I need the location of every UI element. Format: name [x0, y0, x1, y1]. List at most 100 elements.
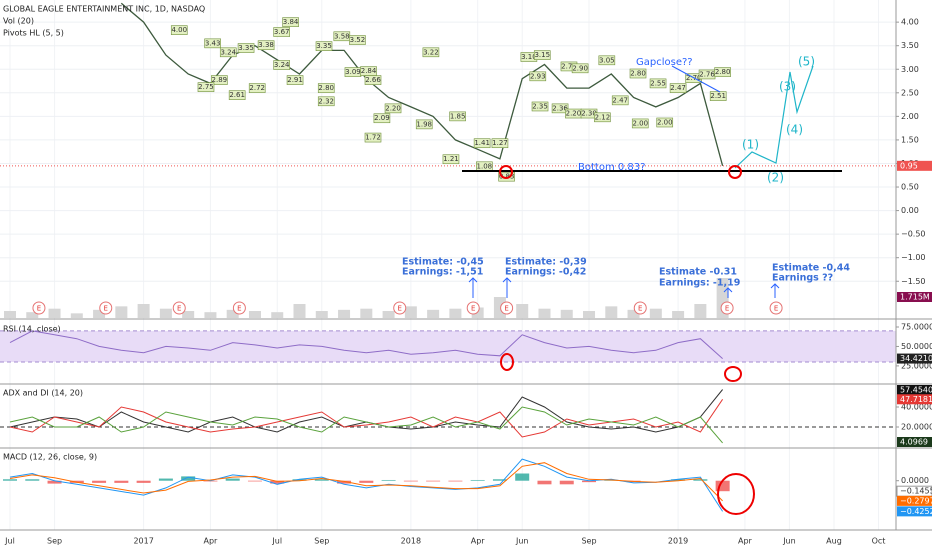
pivot-label: 3.84 — [283, 18, 299, 26]
pivot-box — [248, 83, 266, 93]
pivot-label: 3.22 — [423, 48, 439, 56]
pivot-label: 2.47 — [612, 96, 628, 104]
pivot-box — [598, 55, 616, 66]
pivot-label: 3.35 — [238, 44, 254, 52]
estimate-note: Earnings ?? — [772, 273, 833, 284]
pivot-label: 3.10 — [521, 53, 537, 61]
pivot-label: 2.36 — [552, 104, 568, 112]
pivot-label: 2.80 — [630, 69, 646, 77]
estimate-arrows — [468, 277, 780, 298]
histogram-bar — [158, 478, 173, 481]
volume-bar — [159, 308, 172, 318]
pivot-box — [449, 111, 466, 122]
histogram-bar — [47, 480, 62, 484]
earnings-label: E — [177, 305, 181, 313]
pivot-box — [415, 119, 433, 130]
pivot-label: 2.32 — [318, 97, 334, 105]
estimate-note: Estimate: -0,39 — [505, 257, 587, 268]
pivot-label: 2.84 — [361, 67, 377, 75]
estimate-note: Estimate -0,44 — [772, 263, 850, 274]
earnings-label: E — [237, 305, 241, 313]
price-tag-bg — [897, 160, 932, 171]
pivot-label: 3.67 — [274, 28, 290, 36]
pivot-label: 3.05 — [599, 56, 615, 64]
estimate-note: Earnings: -0,42 — [505, 267, 586, 278]
wave-label: (3) — [779, 80, 796, 94]
volume-bar — [4, 311, 16, 318]
indicator-line — [9, 406, 723, 444]
pivot-label: 2.51 — [710, 92, 726, 100]
estimate-note: Estimate -0.31 — [659, 267, 737, 278]
y-tick-label: −0.50 — [901, 230, 926, 239]
highlight-circles — [499, 165, 755, 515]
rsi-title: RSI (14, close) — [3, 325, 61, 334]
earnings-marker — [500, 301, 514, 315]
pivot-box — [629, 68, 647, 79]
pivot-box — [237, 43, 255, 53]
pivot-box — [611, 95, 629, 106]
pivot-label: 3.35 — [316, 42, 332, 50]
wave-label: (1) — [742, 138, 759, 152]
y-tick-label: 25.0000 — [901, 361, 932, 370]
histogram-bar — [292, 479, 307, 481]
volume-bar — [649, 308, 662, 318]
volume-bar — [93, 309, 106, 318]
pivot-box — [498, 171, 515, 182]
pivot-box — [384, 103, 402, 114]
volume-bar — [315, 311, 328, 318]
x-tick-label: Sep — [314, 537, 329, 546]
pivot-box — [228, 90, 246, 100]
x-tick-label: Jul — [4, 537, 15, 546]
x-tick-label: Apr — [471, 537, 486, 546]
value-tag: −0.1455 — [900, 487, 932, 496]
volume-bar — [48, 308, 61, 318]
pivot-box — [669, 83, 687, 93]
value-tag-bg — [897, 437, 932, 447]
x-tick-label: 2019 — [668, 537, 688, 546]
pivot-label: 1.85 — [450, 112, 466, 120]
pivot-label: 2.90 — [572, 64, 588, 72]
pivot-label: 1.08 — [477, 162, 493, 170]
pivot-box — [219, 47, 237, 58]
value-tag-bg — [897, 394, 932, 405]
y-tick-label: −1.00 — [901, 253, 926, 262]
pivot-label: 4.00 — [171, 26, 187, 34]
pivot-label: 2.20 — [566, 110, 582, 118]
pivot-box — [197, 82, 215, 92]
earnings-marker — [720, 301, 734, 315]
earnings-label: E — [471, 305, 475, 313]
volume-bar — [627, 309, 640, 318]
price-line — [120, 2, 724, 166]
volume-bar — [248, 311, 261, 318]
histogram-bar — [3, 479, 17, 481]
gap-note: Gapclose?? — [636, 57, 693, 68]
histogram-bar — [671, 479, 686, 481]
pivot-box — [529, 71, 547, 82]
pivot-label: 2.09 — [374, 114, 390, 122]
earnings-marker — [633, 301, 647, 315]
pivot-label: 2.91 — [287, 76, 303, 84]
x-tick-label: Jun — [515, 537, 529, 546]
earnings-label: E — [638, 305, 642, 313]
earnings-marker — [99, 301, 113, 315]
estimate-note: Earnings: -1,51 — [402, 267, 483, 278]
y-tick-label: 20.0000 — [901, 423, 932, 432]
volume-bar — [226, 309, 239, 318]
x-tick-label: Apr — [204, 537, 219, 546]
indicator-line — [9, 399, 724, 438]
earnings-label: E — [504, 305, 508, 313]
histogram-bar — [136, 480, 151, 483]
pivot-label: 3.38 — [258, 41, 274, 49]
volume-bar — [404, 306, 417, 318]
histogram-bar — [693, 479, 708, 481]
pivot-box — [349, 35, 366, 45]
price-tag: 0.95 — [900, 161, 918, 170]
y-tick-label: 3.50 — [901, 41, 919, 50]
volume-bar — [672, 311, 685, 318]
wave-label: (5) — [798, 55, 815, 69]
estimate-note: Estimate: -0,45 — [402, 257, 484, 268]
value-tag: 4.0969 — [900, 438, 928, 447]
pivot-box — [170, 25, 188, 35]
histogram-bar — [270, 480, 285, 484]
